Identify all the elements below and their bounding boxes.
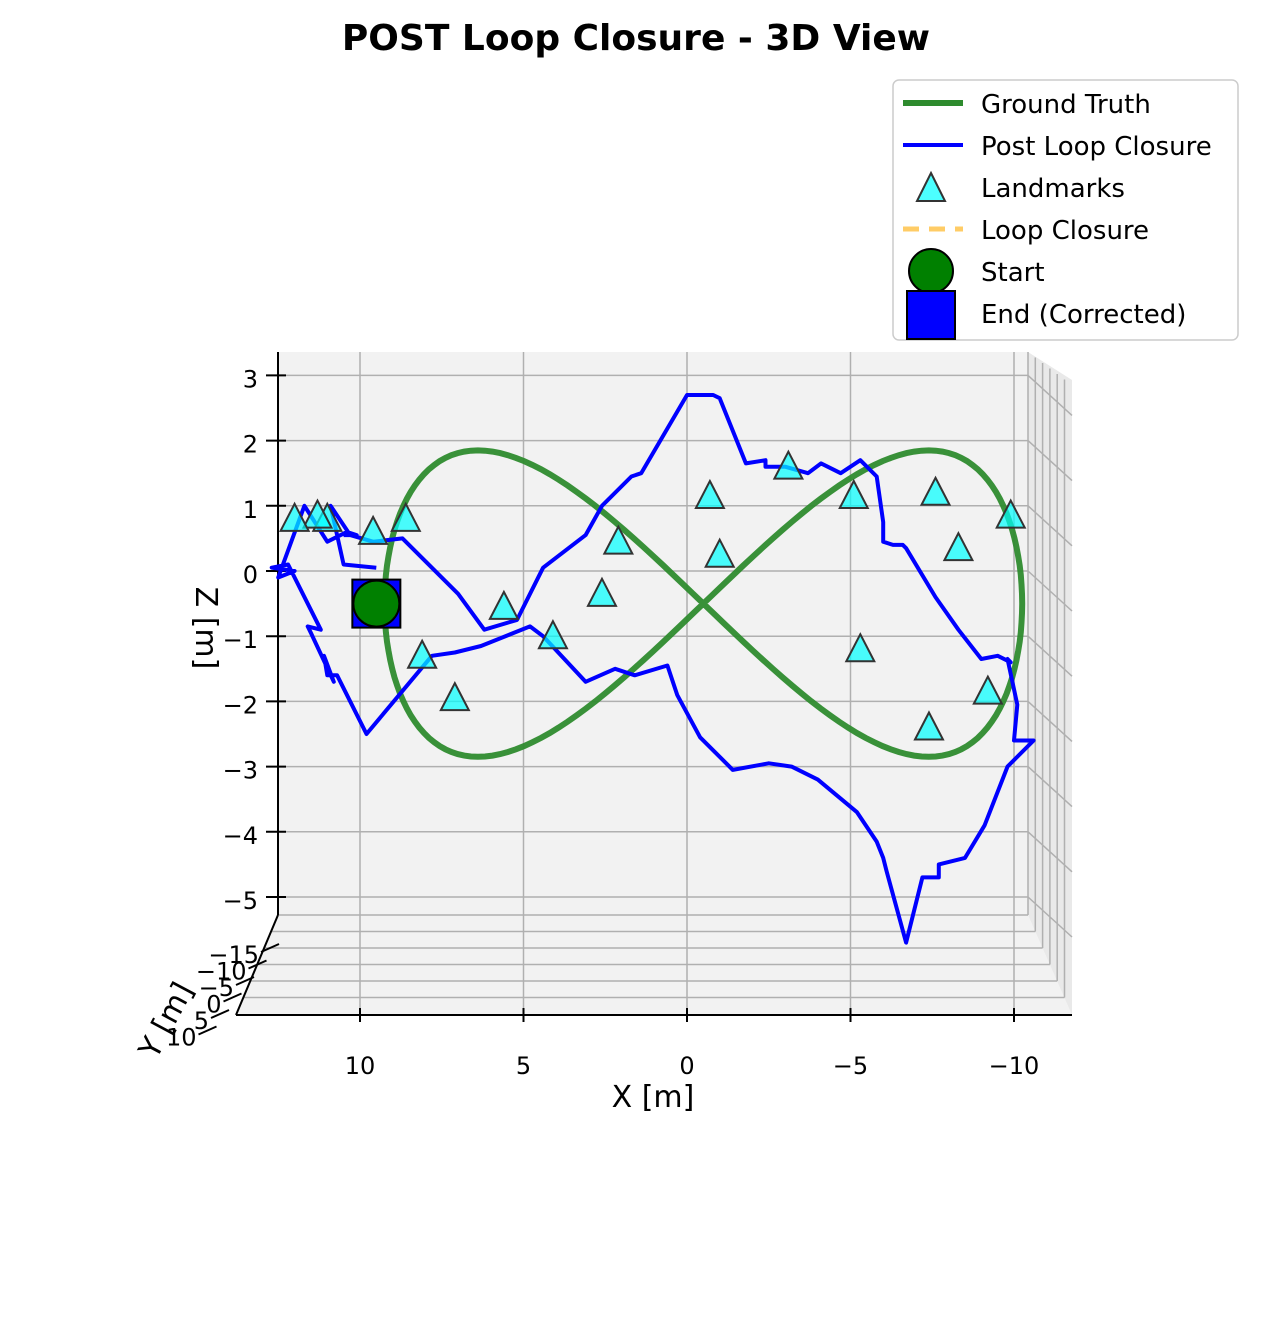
legend-start-swatch xyxy=(908,248,954,294)
x-tick-label: −5 xyxy=(833,1052,868,1080)
z-tick-label: −1 xyxy=(223,626,258,654)
legend: Ground Truth Post Loop Closure Landmarks… xyxy=(892,79,1239,341)
legend-end-label: End (Corrected) xyxy=(981,300,1186,330)
legend-frame xyxy=(892,79,1239,341)
plot-pane xyxy=(236,352,1072,1015)
x-tick-label: −10 xyxy=(989,1052,1040,1080)
back-pane xyxy=(278,352,1028,915)
landmark-marker xyxy=(439,680,471,712)
z-tick-label: −4 xyxy=(223,822,258,850)
y-tick-mark xyxy=(223,992,242,1003)
x-tick-label: 0 xyxy=(679,1052,694,1080)
landmark-marker xyxy=(406,638,438,669)
y-tick-label: 10 xyxy=(166,1024,197,1052)
y-tick-label: −10 xyxy=(196,958,247,986)
legend-landmarks-swatch xyxy=(915,170,947,202)
chart-title: POST Loop Closure - 3D View xyxy=(342,18,930,59)
y-tick-label: 0 xyxy=(206,991,221,1019)
landmark-marker xyxy=(919,475,952,506)
grid-lines xyxy=(243,352,1073,1015)
landmark-marker xyxy=(357,514,389,545)
legend-start-label: Start xyxy=(981,258,1045,288)
y-tick-mark xyxy=(235,976,255,986)
landmark-marker xyxy=(913,710,945,741)
landmark-marker xyxy=(390,501,422,532)
z-tick-label: −2 xyxy=(223,691,258,719)
y-tick-mark xyxy=(198,1025,217,1036)
landmark-marker xyxy=(972,674,1004,705)
y-axis-label: Y [m] xyxy=(132,977,201,1065)
legend-landmarks-label: Landmarks xyxy=(981,174,1125,204)
landmark-marker xyxy=(602,524,634,555)
landmark-marker xyxy=(301,498,334,529)
post-loop-closure-line xyxy=(269,393,1036,945)
legend-post-loop-label: Post Loop Closure xyxy=(981,132,1212,162)
z-tick-label: 3 xyxy=(243,365,258,393)
series-layer xyxy=(269,393,1036,945)
z-tick-label: −5 xyxy=(223,887,258,915)
z-tick-label: −3 xyxy=(223,757,258,785)
x-axis-label: X [m] xyxy=(612,1080,695,1115)
landmark-marker xyxy=(942,531,975,562)
y-tick-label: 5 xyxy=(194,1007,209,1035)
landmark-marker xyxy=(772,449,805,480)
start-marker xyxy=(352,579,401,628)
y-tick-label: −15 xyxy=(208,941,259,969)
x-tick-label: 5 xyxy=(516,1052,531,1080)
y-tick-mark xyxy=(210,1009,230,1019)
landmark-marker xyxy=(694,478,726,510)
landmark-marker xyxy=(586,576,618,607)
z-tick-label: 1 xyxy=(243,496,258,524)
x-tick-label: 10 xyxy=(345,1052,376,1080)
landmark-marker xyxy=(704,537,736,568)
landmark-marker xyxy=(844,632,876,663)
z-tick-label: 0 xyxy=(243,561,258,589)
landmark-marker xyxy=(995,498,1027,529)
legend-ground-truth-label: Ground Truth xyxy=(981,90,1151,120)
landmark-marker xyxy=(838,478,870,510)
landmark-marker xyxy=(537,619,569,650)
ground-truth-line xyxy=(381,447,1026,760)
y-tick-mark xyxy=(260,943,280,953)
landmark-marker xyxy=(488,589,520,620)
landmark-marker xyxy=(278,501,311,532)
axes xyxy=(198,352,1072,1036)
legend-loop-closure-label: Loop Closure xyxy=(981,216,1149,246)
legend-end-swatch xyxy=(906,290,956,340)
z-tick-label: 2 xyxy=(243,431,258,459)
y-tick-label: −5 xyxy=(199,974,234,1002)
z-axis-label: Z [m] xyxy=(188,587,223,670)
y-tick-mark xyxy=(248,959,267,970)
